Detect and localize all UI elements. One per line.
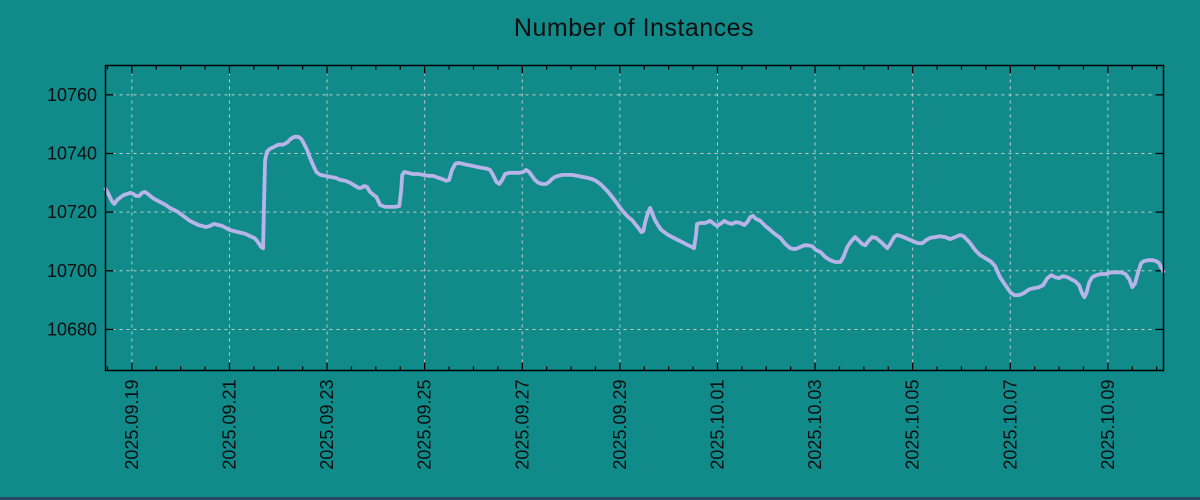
svg-text:10680: 10680: [47, 319, 97, 339]
svg-text:2025.10.07: 2025.10.07: [1000, 379, 1020, 469]
plot-border: [104, 64, 1165, 372]
svg-text:2025.09.27: 2025.09.27: [512, 380, 532, 470]
y-tick-labels: 10680 10700 10720 10740 10760: [47, 85, 97, 340]
svg-text:2025.09.29: 2025.09.29: [610, 380, 630, 470]
svg-text:2025.10.05: 2025.10.05: [903, 380, 923, 470]
series-line: [103, 134, 1166, 300]
svg-text:2025.10.03: 2025.10.03: [805, 380, 825, 470]
svg-text:10720: 10720: [47, 202, 97, 222]
window-bottom-border: [0, 497, 1200, 500]
svg-text:2025.09.21: 2025.09.21: [219, 380, 239, 470]
svg-text:10740: 10740: [47, 143, 97, 163]
chart-title: Number of Instances: [513, 14, 755, 42]
svg-text:2025.10.01: 2025.10.01: [707, 380, 727, 470]
svg-text:2025.09.19: 2025.09.19: [122, 380, 142, 470]
grid-lines: [105, 65, 1164, 371]
svg-text:2025.09.23: 2025.09.23: [317, 380, 337, 470]
svg-text:10760: 10760: [47, 85, 97, 105]
x-tick-labels: 2025.09.19 2025.09.21 2025.09.23 2025.09.25…: [122, 379, 1118, 469]
svg-text:2025.09.25: 2025.09.25: [415, 380, 435, 470]
svg-text:10700: 10700: [47, 261, 97, 281]
svg-text:2025.10.09: 2025.10.09: [1098, 380, 1118, 470]
